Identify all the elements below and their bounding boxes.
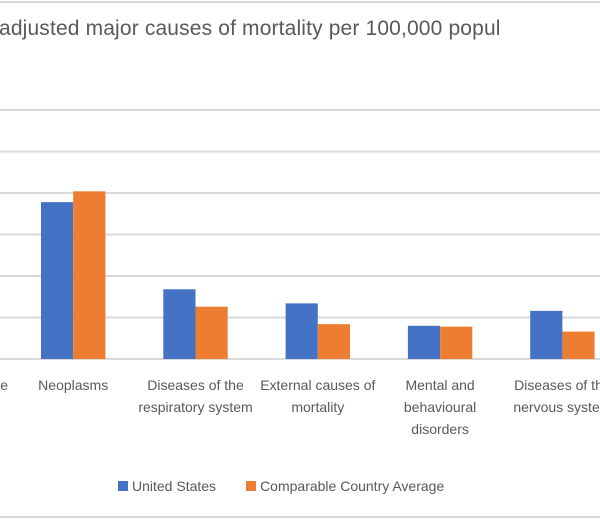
bar-united-states-neoplasms bbox=[41, 202, 74, 359]
bar-united-states-mental-and-behavioural-disorders bbox=[407, 325, 441, 359]
chart-border-top bbox=[0, 1, 600, 3]
chart-title: adjusted major causes of mortality per 1… bbox=[0, 17, 501, 40]
bar-united-states-diseases-of-the-respiratory-system bbox=[163, 289, 196, 359]
category-label: Diseases of the respiratory system bbox=[138, 377, 253, 415]
bar-united-states-external-causes-of-mortality bbox=[285, 303, 318, 359]
bars bbox=[41, 191, 595, 359]
legend: United States Comparable Country Average bbox=[118, 478, 474, 494]
category-label: External causes of mortality bbox=[260, 377, 376, 415]
category-label: Diseases of the nervous system bbox=[513, 377, 600, 415]
bar-comparable-country-average-neoplasms bbox=[73, 191, 106, 359]
legend-item-comparable-country-average: Comparable Country Average bbox=[246, 478, 444, 494]
category-label: e bbox=[0, 377, 8, 393]
chart-border-bottom bbox=[0, 516, 600, 518]
bar-united-states-diseases-of-the-nervous-system bbox=[530, 310, 563, 359]
category-label: Neoplasms bbox=[38, 377, 109, 393]
legend-label-united-states: United States bbox=[132, 478, 217, 494]
bar-comparable-country-average-external-causes-of-mortality bbox=[317, 324, 350, 359]
legend-swatch-united-states bbox=[118, 481, 128, 491]
legend-label-comparable-country-average: Comparable Country Average bbox=[260, 478, 445, 494]
bar-comparable-country-average-diseases-of-the-nervous-system bbox=[562, 331, 595, 359]
bar-comparable-country-average-diseases-of-the-respiratory-system bbox=[195, 306, 228, 359]
legend-item-united-states: United States bbox=[118, 478, 216, 494]
legend-swatch-comparable-country-average bbox=[246, 481, 257, 491]
category-label: Mental and behavioural disorders bbox=[403, 377, 477, 437]
bar-comparable-country-average-mental-and-behavioural-disorders bbox=[440, 326, 473, 359]
